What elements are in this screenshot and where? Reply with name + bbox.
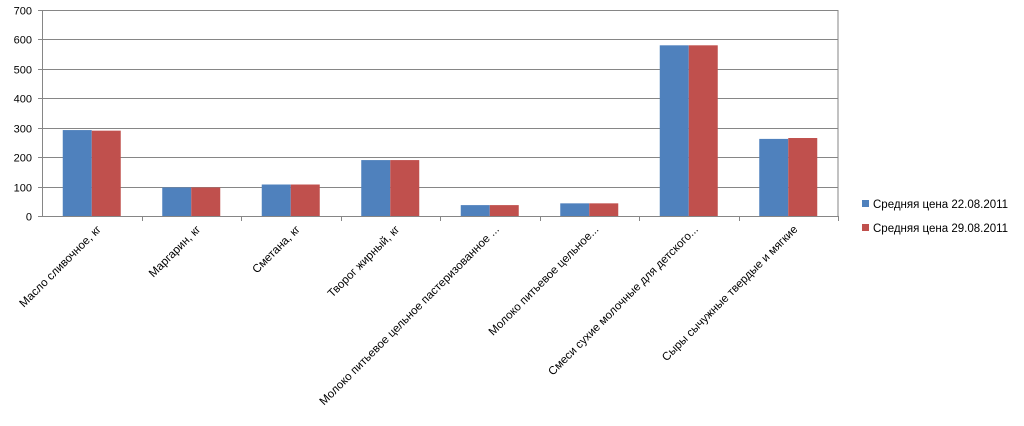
bar-2-3	[290, 184, 320, 216]
bar-1-3	[261, 184, 291, 216]
x-category-label: Молоко питьевое цельное пастеризованное …	[318, 224, 502, 408]
bar-2-4	[390, 160, 420, 216]
bar-2-5	[489, 205, 519, 216]
y-tick-label: 400	[14, 94, 32, 106]
y-tick-label: 200	[14, 153, 32, 165]
legend: Средняя цена 22.08.2011 Средняя цена 29.0…	[862, 199, 1008, 235]
bar-1-8	[759, 138, 789, 216]
gridlines	[42, 10, 839, 217]
legend-label-1: Средняя цена 22.08.2011	[873, 199, 1008, 211]
x-category-label: Творог жирный, кг	[326, 224, 403, 301]
y-tick-label: 500	[14, 65, 32, 77]
y-tick-label: 700	[14, 6, 32, 18]
legend-swatch-1	[862, 200, 869, 207]
bar-2-6	[589, 203, 619, 216]
bars	[62, 45, 818, 216]
y-tick-label: 300	[14, 124, 32, 136]
legend-label-2: Средняя цена 29.08.2011	[873, 223, 1008, 235]
bar-2-8	[788, 138, 818, 216]
y-tick-label: 600	[14, 35, 32, 47]
axes	[38, 10, 839, 221]
bar-2-2	[191, 187, 221, 216]
bar-1-5	[460, 205, 490, 216]
y-tick-label: 0	[26, 212, 32, 224]
bar-1-2	[162, 187, 192, 216]
y-tick-label: 100	[14, 183, 32, 195]
x-category-label: Масло сливочное, кг	[18, 224, 104, 310]
x-category-label: Маргарин, кг	[147, 224, 203, 280]
x-category-label: Молоко питьевое цельное...	[487, 224, 602, 339]
legend-swatch-2	[862, 224, 869, 231]
bar-1-4	[361, 160, 391, 216]
bar-1-7	[659, 45, 689, 216]
bar-2-7	[688, 45, 718, 216]
bar-2-1	[91, 130, 121, 216]
bar-1-1	[62, 130, 92, 216]
x-category-label: Сметана, кг	[250, 224, 302, 276]
bar-1-6	[560, 203, 590, 216]
